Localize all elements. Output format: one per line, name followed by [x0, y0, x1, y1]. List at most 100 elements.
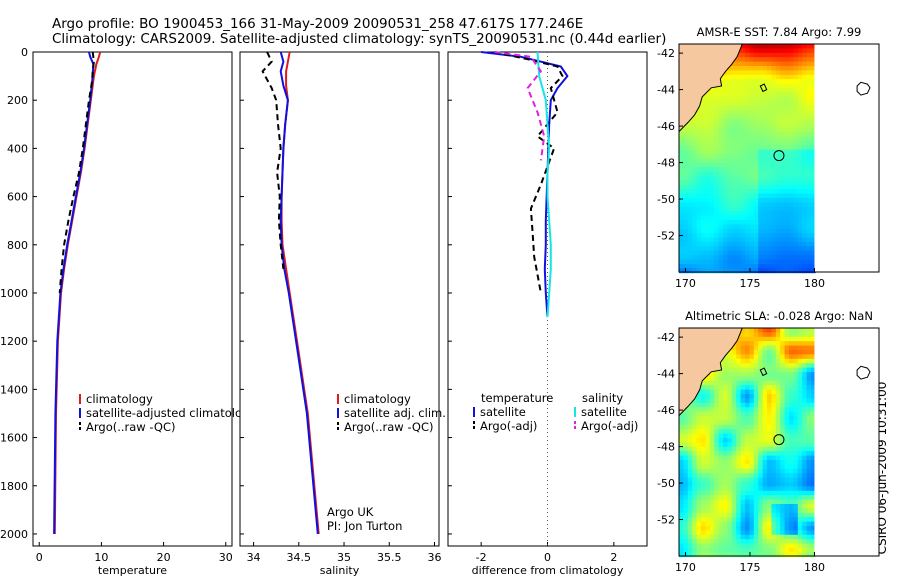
map-cell	[802, 88, 807, 93]
map-cell	[775, 83, 781, 89]
map-cell	[731, 74, 737, 80]
map-cell	[771, 211, 777, 216]
map-cell	[696, 398, 702, 404]
map-cell	[758, 215, 763, 221]
map-cell	[745, 468, 750, 474]
map-cell	[784, 118, 790, 124]
map-cell	[802, 189, 807, 194]
map-cell	[731, 345, 737, 351]
map-cell	[687, 242, 693, 247]
map-cell	[793, 495, 799, 500]
map-cell	[718, 460, 724, 465]
map-cell	[762, 176, 768, 181]
map-cell	[771, 83, 777, 89]
map-cell	[806, 259, 812, 265]
map-cell	[727, 350, 733, 355]
map-cell	[723, 237, 728, 243]
map-cell	[793, 66, 799, 71]
map-cell	[736, 495, 741, 500]
map-cell	[762, 486, 768, 492]
map-cell	[811, 442, 816, 448]
map-cell	[758, 530, 763, 536]
map-cell	[740, 264, 746, 269]
map-cell	[789, 420, 794, 426]
map-cell	[718, 495, 724, 500]
map-cell	[727, 508, 733, 514]
map-cell	[701, 101, 706, 106]
map-cell	[714, 101, 719, 106]
map-cell	[775, 162, 781, 168]
map-cell	[762, 74, 768, 80]
map-cell	[683, 548, 689, 553]
map-cell	[762, 127, 768, 133]
map-cell	[745, 394, 750, 399]
map-cell	[762, 477, 768, 483]
map-cell	[771, 127, 777, 133]
map-cell	[789, 548, 794, 553]
map-cell	[762, 242, 768, 247]
map-cell	[797, 158, 803, 164]
map-cell	[727, 246, 733, 252]
map-cell	[727, 149, 733, 155]
map-cell	[736, 162, 741, 168]
map-ytick-label: -48	[657, 157, 675, 170]
map-cell	[771, 328, 777, 333]
map-cell	[806, 74, 812, 80]
map-cell	[696, 132, 702, 137]
map-cell	[731, 517, 737, 522]
map-cell	[749, 385, 755, 390]
map-cell	[789, 198, 794, 203]
map-cell	[705, 433, 711, 439]
map-cell	[731, 482, 737, 487]
map-cell	[784, 189, 790, 194]
map-cell	[806, 499, 812, 505]
map-cell	[789, 354, 794, 360]
map-cell	[679, 526, 684, 531]
map-cell	[687, 429, 693, 434]
map-cell	[692, 424, 697, 430]
map-cell	[793, 548, 799, 553]
map-cell	[731, 242, 737, 247]
map-cell	[811, 473, 816, 478]
map-cell	[806, 167, 812, 172]
map-cell	[749, 332, 755, 338]
map-cell	[784, 495, 790, 500]
map-cell	[696, 176, 702, 181]
map-cell	[762, 140, 768, 146]
map-cell	[797, 206, 803, 212]
map-cell	[780, 132, 785, 137]
map-cell	[745, 101, 750, 106]
map-cell	[701, 268, 706, 274]
map-cell	[767, 127, 772, 133]
map-cell	[736, 198, 741, 203]
map-cell	[749, 512, 755, 518]
map-cell	[767, 110, 772, 115]
map-cell	[797, 429, 803, 434]
map-cell	[767, 521, 772, 527]
map-cell	[679, 158, 684, 164]
map-cell	[811, 548, 816, 553]
map-cell	[749, 372, 755, 377]
map-ytick-label: -50	[657, 477, 675, 490]
map-cell	[740, 198, 746, 203]
map-cell	[687, 486, 693, 492]
map-ytick-label: -44	[657, 368, 675, 381]
map-cell	[762, 211, 768, 216]
map-cell	[753, 350, 759, 355]
map-cell	[784, 504, 790, 509]
map-cell	[679, 237, 684, 243]
map-cell	[806, 211, 812, 216]
map-cell	[709, 424, 715, 430]
map-cell	[723, 202, 728, 208]
map-cell	[797, 380, 803, 386]
map-cell	[679, 198, 684, 203]
map-cell	[736, 548, 741, 553]
map-cell	[811, 372, 816, 377]
map-cell	[811, 66, 816, 71]
map-cell	[723, 464, 728, 470]
map-cell	[767, 259, 772, 265]
map-cell	[745, 52, 750, 58]
map-cell	[749, 264, 755, 269]
map-cell	[784, 250, 790, 256]
